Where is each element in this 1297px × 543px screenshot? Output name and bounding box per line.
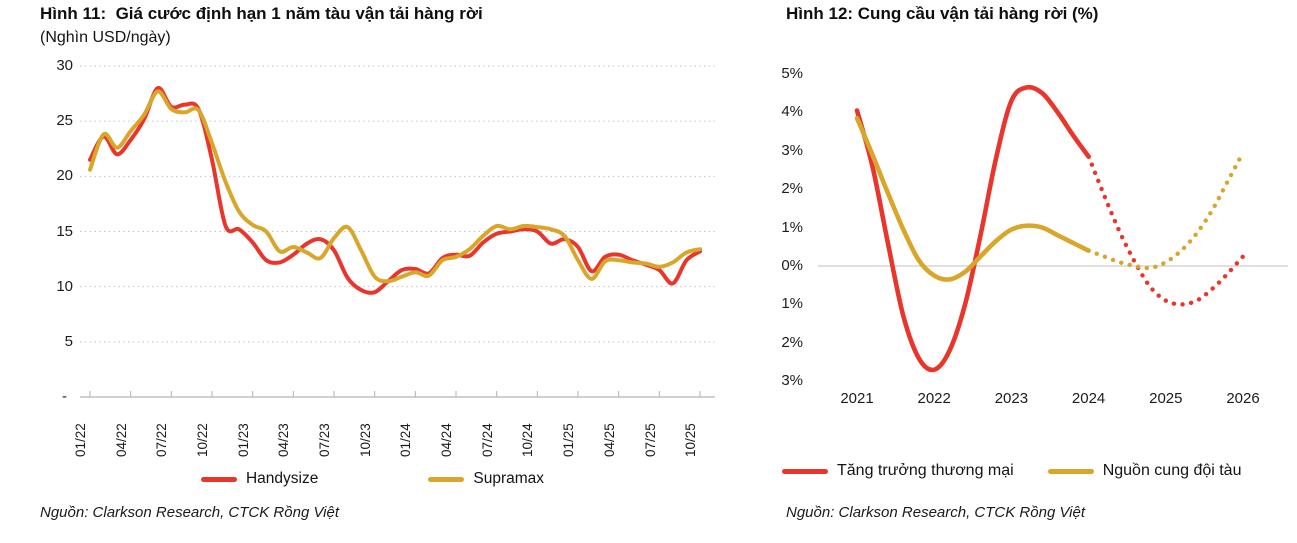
x-tick-label: 2022 (917, 390, 951, 407)
y-tick-label: 2% (781, 333, 803, 351)
series-line-forecast-dotted (1086, 154, 1246, 307)
fig12-legend-item-trade-growth: Tăng trưởng thương mại (782, 462, 1014, 480)
fig12-legend-label: Tăng trưởng thương mại (837, 462, 1014, 479)
y-tick-label: 15 (56, 222, 73, 240)
y-tick-label: 30 (56, 57, 73, 74)
x-tick-label: 01/23 (235, 423, 251, 457)
y-tick-label: 2% (781, 180, 803, 198)
fig12-panel: Hình 12: Cung cầu vận tải hàng rời (%) 5… (770, 0, 1297, 543)
x-tick-label: 10/24 (520, 423, 536, 457)
y-tick-label: 1% (781, 295, 803, 313)
fig11-title: Hình 11: Giá cước định hạn 1 năm tàu vận… (40, 4, 483, 23)
x-tick-label: 07/23 (317, 423, 333, 457)
fleet-supply-legend-line-icon (1047, 468, 1094, 474)
fig12-title: Hình 12: Cung cầu vận tải hàng rời (%) (786, 4, 1099, 23)
y-tick-label: 5 (64, 332, 73, 350)
fig12-source: Nguồn: Clarkson Research, CTCK Rồng Việt (786, 504, 1086, 521)
fig12-plot-area (818, 84, 1288, 373)
fig12-legend-item-fleet-supply: Nguồn cung đội tàu (1047, 462, 1242, 480)
trade-growth-legend-line-icon (782, 468, 828, 474)
x-tick-label: 10/22 (195, 423, 211, 457)
y-tick-label: 5% (781, 65, 803, 82)
series-line-solid (854, 84, 1091, 373)
x-tick-label: 04/25 (601, 423, 617, 457)
fig12-legend-label: Nguồn cung đội tàu (1102, 462, 1242, 479)
handysize-legend-line-icon (200, 476, 237, 482)
fig11-legend-label: Handysize (245, 470, 319, 487)
y-tick-label: 3% (781, 372, 803, 390)
y-tick-label: 20 (56, 167, 73, 185)
x-tick-label: 07/24 (479, 423, 495, 457)
series-line-solid (854, 115, 1091, 282)
x-tick-label: 2021 (840, 390, 874, 407)
x-tick-label: 04/23 (276, 423, 292, 457)
x-tick-label: 2026 (1226, 390, 1260, 407)
supramax-legend-line-icon (428, 476, 465, 482)
y-tick-label: 0% (781, 257, 803, 274)
x-tick-label: 2025 (1149, 390, 1183, 407)
fig11-subtitle: (Nghìn USD/ngày) (40, 29, 171, 46)
fig11-source: Nguồn: Clarkson Research, CTCK Rồng Việt (40, 504, 340, 521)
fig11-panel: Hình 11: Giá cước định hạn 1 năm tàu vận… (0, 4, 745, 521)
x-tick-label: 10/25 (683, 423, 699, 457)
series-line-supramax (88, 89, 702, 284)
x-tick-label: 01/25 (561, 423, 577, 457)
series-line-forecast-dotted (1086, 150, 1246, 271)
x-tick-label: 07/25 (642, 423, 658, 457)
fig11-legend-item-supramax: Supramax (428, 470, 544, 488)
y-tick-label: 10 (56, 277, 73, 295)
fig11-legend: Handysize Supramax (0, 470, 745, 488)
fig12-legend: Tăng trưởng thương mại Nguồn cung đội tà… (782, 462, 1241, 480)
x-tick-label: 2023 (994, 390, 1029, 407)
y-tick-label: - (62, 388, 67, 405)
fig11-legend-item-handysize: Handysize (200, 470, 319, 488)
y-tick-label: 4% (781, 103, 803, 121)
y-tick-label: 1% (781, 218, 803, 236)
x-tick-label: 01/22 (73, 423, 88, 457)
x-tick-label: 04/24 (439, 423, 455, 457)
y-tick-label: 3% (781, 141, 803, 159)
x-tick-label: 07/22 (154, 423, 170, 457)
x-tick-label: 2024 (1071, 390, 1106, 407)
y-tick-label: 25 (56, 112, 73, 130)
x-tick-label: 04/22 (113, 423, 129, 457)
fig11-legend-label: Supramax (473, 470, 545, 487)
x-tick-label: 10/23 (357, 423, 373, 457)
x-tick-label: 01/24 (398, 423, 414, 457)
series-line-handysize (88, 86, 702, 295)
fig11-plot-area (80, 65, 715, 398)
